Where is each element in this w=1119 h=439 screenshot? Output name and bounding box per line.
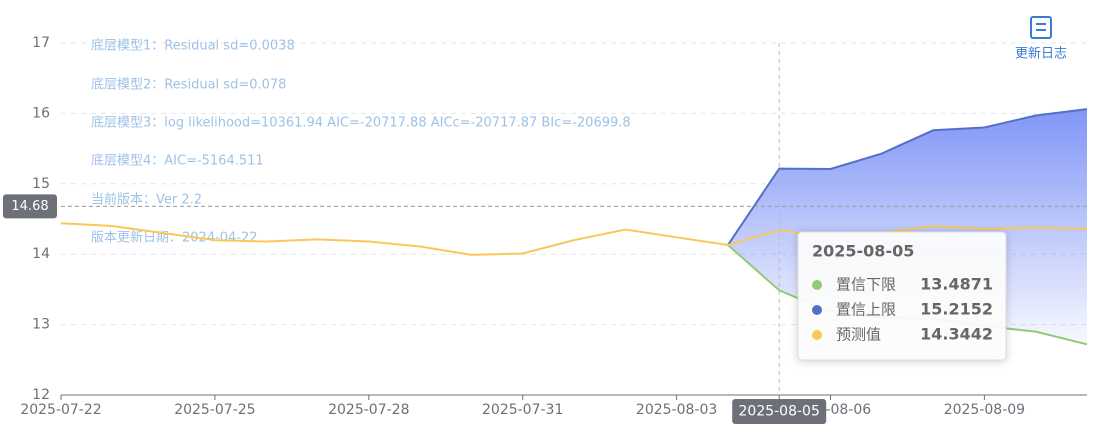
series-line <box>60 222 1088 256</box>
y-tick-label: 17 <box>32 35 50 51</box>
annotation: 底层模型2：Residual sd=0.078 <box>91 77 286 93</box>
tooltip: 2025-08-05 置信下限 13.4871 置信上限 15.2152 预测值 14.34… <box>797 231 1007 361</box>
y-tick-label: 12 <box>32 387 50 403</box>
x-tick-label: 2025-07-28 <box>328 402 409 418</box>
series-line <box>727 108 1088 246</box>
tooltip-name: 置信上限 <box>836 301 896 319</box>
tooltip-box <box>797 231 1007 361</box>
tooltip-dot <box>812 330 822 340</box>
tooltip-name: 预测值 <box>836 326 881 344</box>
x-tick-label: 2025-08-09 <box>944 402 1025 418</box>
tooltip-value: 15.2152 <box>920 300 993 319</box>
y-tick-label: 15 <box>32 176 50 192</box>
annotation: 当前版本：Ver 2.2 <box>91 192 202 208</box>
annotation: 底层模型3：log likelihood=10361.94 AIC=-20717… <box>91 115 631 131</box>
pointer-x-box <box>732 399 827 424</box>
x-tick-label: 2025-07-22 <box>20 402 101 418</box>
toolbox-label[interactable]: 更新日志 <box>1015 46 1067 62</box>
x-tick-label: 2025-07-25 <box>174 402 255 418</box>
annotation: 底层模型4：AIC=-5164.511 <box>91 153 264 169</box>
y-tick-label: 14 <box>32 246 50 262</box>
log-icon[interactable] <box>1030 16 1052 39</box>
x-tick-label: 2025-08-03 <box>636 402 717 418</box>
tooltip-name: 置信下限 <box>836 276 896 294</box>
pointer-x-label: 2025-08-05 <box>739 404 820 420</box>
annotation: 版本更新日期：2024-04-22 <box>91 230 258 246</box>
tooltip-dot <box>812 305 822 315</box>
pointer-y-label: 14.68 <box>11 199 48 214</box>
tooltip-title: 2025-08-05 <box>812 242 914 261</box>
toolbox[interactable]: 更新日志 <box>1015 16 1067 62</box>
annotation: 底层模型1：Residual sd=0.0038 <box>91 38 295 54</box>
x-tick-label: 2025-07-31 <box>482 402 563 418</box>
pointer-y-box <box>3 194 57 219</box>
tooltip-value: 14.3442 <box>920 325 993 344</box>
y-tick-label: 13 <box>32 317 50 333</box>
y-tick-label: 16 <box>32 105 50 121</box>
tooltip-value: 13.4871 <box>920 275 993 294</box>
tooltip-dot <box>812 280 822 290</box>
